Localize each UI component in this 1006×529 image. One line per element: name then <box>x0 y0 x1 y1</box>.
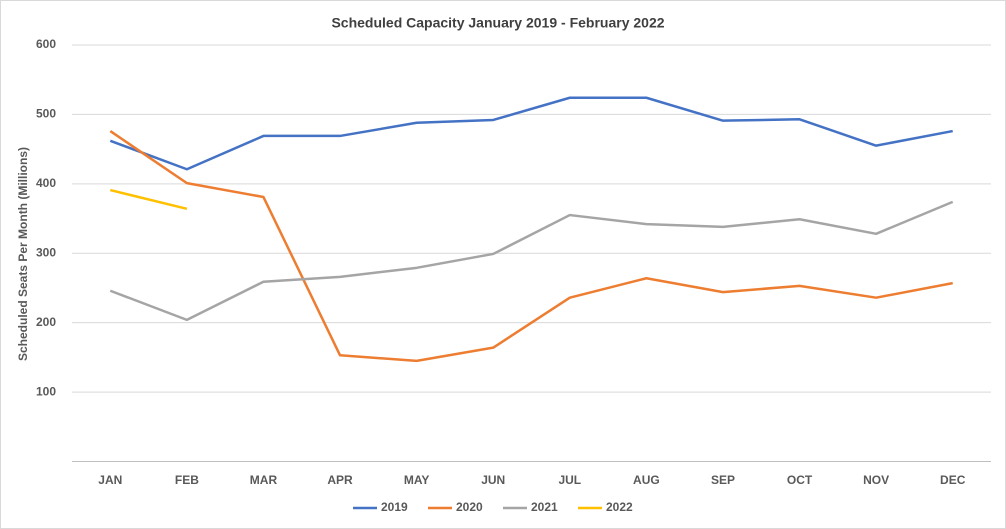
x-tick-label: DEC <box>940 473 966 487</box>
y-tick-label: 200 <box>36 315 56 329</box>
x-tick-label: SEP <box>711 473 735 487</box>
y-tick-label: 400 <box>36 176 56 190</box>
y-tick-label: 100 <box>36 384 56 398</box>
y-axis-label: Scheduled Seats Per Month (Millions) <box>16 147 30 361</box>
legend-label: 2020 <box>456 500 483 514</box>
series-line <box>109 188 188 211</box>
x-tick-label: FEB <box>175 473 199 487</box>
y-tick-label: 500 <box>36 107 56 121</box>
x-tick-label: OCT <box>787 473 813 487</box>
x-tick-label: MAY <box>404 473 430 487</box>
y-tick-label: 300 <box>36 245 56 259</box>
x-tick-label: NOV <box>863 473 889 487</box>
x-tick-label: JUL <box>558 473 581 487</box>
x-tick-label: JAN <box>98 473 122 487</box>
legend-label: 2021 <box>531 500 558 514</box>
legend-label: 2022 <box>606 500 633 514</box>
x-tick-label: JUN <box>481 473 505 487</box>
legend-label: 2019 <box>381 500 408 514</box>
series-line <box>109 130 953 363</box>
x-tick-label: APR <box>327 473 353 487</box>
y-tick-label: 600 <box>36 37 56 51</box>
series-line <box>109 96 953 171</box>
x-tick-label: MAR <box>250 473 278 487</box>
chart-title: Scheduled Capacity January 2019 - Februa… <box>331 15 664 31</box>
series-line <box>109 200 954 322</box>
x-tick-label: AUG <box>633 473 660 487</box>
